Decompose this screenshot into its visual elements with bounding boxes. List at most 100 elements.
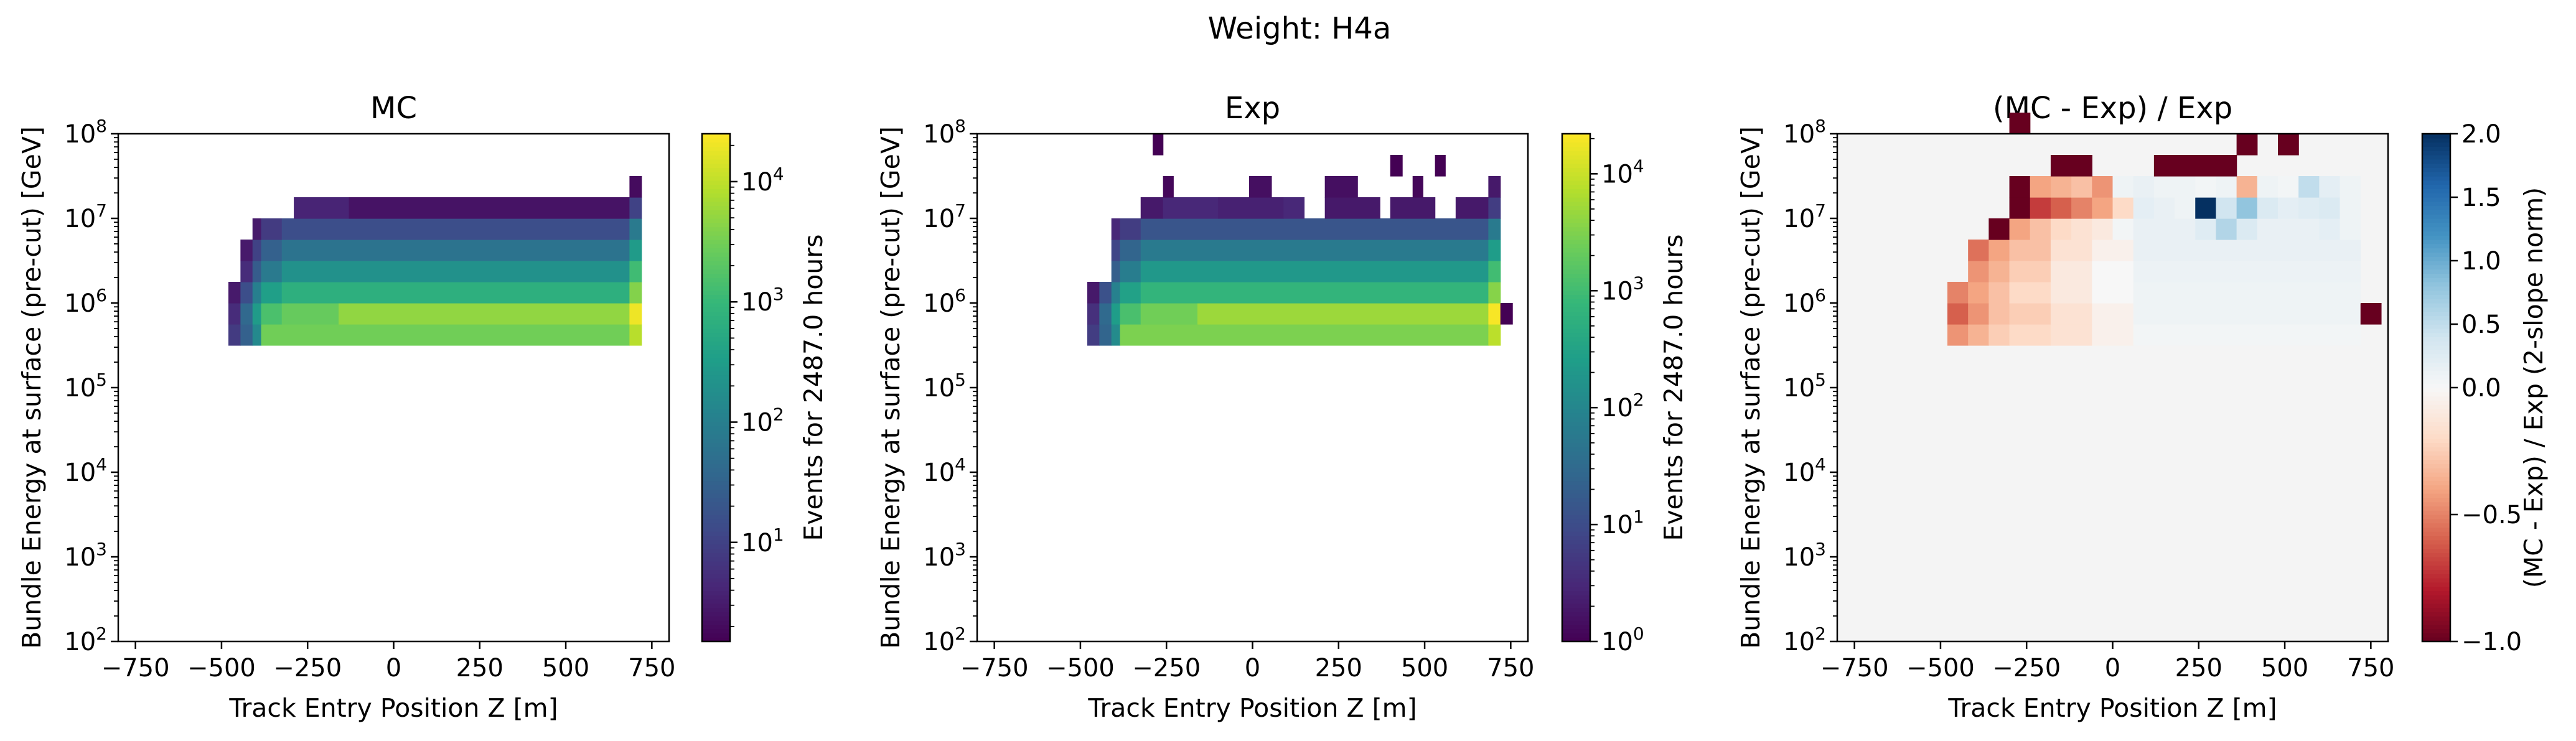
x-tick-label: −500 bbox=[1046, 654, 1115, 683]
colorbar-segment bbox=[702, 464, 730, 468]
colorbar-segment bbox=[702, 409, 730, 414]
heatmap-cell bbox=[2319, 197, 2341, 219]
x-tick-label: 750 bbox=[1487, 654, 1534, 683]
heatmap-cell bbox=[629, 261, 642, 282]
heatmap-cell bbox=[2009, 261, 2051, 282]
colorbar-segment bbox=[2422, 426, 2450, 431]
panel-2: (MC - Exp) / Exp −750 −500 −250 0 250 500 750 10… bbox=[1736, 91, 2549, 723]
y-tick-label-base: 10 bbox=[923, 289, 955, 318]
colorbar-segment bbox=[702, 324, 730, 329]
heatmap-cell bbox=[2112, 176, 2134, 198]
colorbar-segment bbox=[702, 459, 730, 464]
colorbar-segment bbox=[1562, 518, 1590, 524]
colorbar-segment bbox=[702, 210, 730, 215]
heatmap-cell bbox=[2278, 176, 2299, 198]
x-tick-label: −750 bbox=[960, 654, 1029, 683]
colorbar-segment bbox=[702, 582, 730, 587]
heatmap-cell bbox=[294, 197, 350, 219]
colorbar-segment bbox=[702, 586, 730, 591]
colorbar-segment bbox=[2422, 616, 2450, 621]
heatmap-cell bbox=[1140, 282, 1489, 304]
colorbar-segment bbox=[702, 557, 730, 562]
heatmap-cell bbox=[1283, 197, 1305, 219]
heatmap-cell bbox=[1947, 303, 1969, 325]
heatmap-cell bbox=[2009, 282, 2051, 304]
heatmap-cell bbox=[629, 218, 642, 240]
colorbar-segment bbox=[702, 176, 730, 181]
colorbar-segment bbox=[1562, 243, 1590, 249]
colorbar-segment bbox=[702, 480, 730, 485]
heatmap-cell bbox=[2298, 176, 2320, 198]
colorbar-segment bbox=[2422, 603, 2450, 608]
colorbar-segment bbox=[702, 146, 730, 151]
heatmap-cell bbox=[2133, 261, 2361, 282]
colorbar-segment bbox=[702, 510, 730, 515]
colorbar-segment bbox=[1562, 193, 1590, 198]
y-tick-label-exp: 6 bbox=[96, 285, 107, 305]
y-tick-label: 107 bbox=[1783, 200, 1826, 233]
heatmap-cell bbox=[2195, 176, 2217, 198]
colorbar-segment bbox=[2422, 142, 2450, 147]
colorbar-segment bbox=[2422, 548, 2450, 553]
heatmap-cell bbox=[261, 324, 630, 346]
colorbar-segment bbox=[2422, 332, 2450, 337]
panel-title: (MC - Exp) / Exp bbox=[1993, 91, 2232, 126]
heatmap-cells bbox=[228, 176, 642, 346]
colorbar-segment bbox=[702, 311, 730, 316]
colorbar-tick-label-base: 10 bbox=[741, 529, 773, 557]
colorbar-segment bbox=[702, 243, 730, 249]
heatmap-cell bbox=[629, 282, 642, 304]
heatmap-cell bbox=[228, 324, 241, 346]
colorbar-segment bbox=[2422, 379, 2450, 384]
colorbar-tick-label-base: 10 bbox=[1601, 628, 1633, 656]
heatmap-cell bbox=[1140, 303, 1198, 325]
colorbar-segment bbox=[1562, 459, 1590, 464]
y-axis-label: Bundle Energy at surface (pre-cut) [GeV] bbox=[1736, 126, 1766, 649]
colorbar-segment bbox=[702, 180, 730, 185]
heatmap-cell bbox=[2009, 197, 2031, 219]
heatmap-cell bbox=[261, 303, 283, 325]
y-tick-label: 105 bbox=[1783, 370, 1826, 403]
colorbar-segment bbox=[702, 421, 730, 426]
colorbar-segment bbox=[1562, 426, 1590, 431]
panel-title: Exp bbox=[1225, 91, 1280, 126]
colorbar-segment bbox=[702, 523, 730, 528]
y-tick-label: 107 bbox=[64, 200, 107, 233]
colorbar-segment bbox=[1562, 180, 1590, 185]
colorbar-segment bbox=[2422, 607, 2450, 612]
y-tick-label-base: 10 bbox=[923, 628, 955, 656]
y-axis-label: Bundle Energy at surface (pre-cut) [GeV] bbox=[876, 126, 906, 649]
colorbar-tick-label: 104 bbox=[1601, 156, 1644, 189]
heatmap-cell bbox=[2092, 218, 2114, 240]
colorbar-segment bbox=[2422, 404, 2450, 409]
colorbar-segment bbox=[1562, 142, 1590, 147]
heatmap-cell bbox=[2360, 303, 2382, 325]
y-tick-label-exp: 8 bbox=[1815, 116, 1826, 136]
colorbar-segment bbox=[1562, 515, 1590, 520]
colorbar-segment bbox=[2422, 527, 2450, 532]
heatmap-cell bbox=[1087, 324, 1100, 346]
heatmap-cell bbox=[228, 282, 241, 304]
colorbar-segment bbox=[702, 561, 730, 566]
colorbar-segment bbox=[702, 320, 730, 325]
colorbar-segment bbox=[1562, 218, 1590, 223]
colorbar-segment bbox=[1562, 273, 1590, 278]
colorbar-segment bbox=[1562, 189, 1590, 193]
colorbar-segment bbox=[702, 184, 730, 189]
heatmap-cell bbox=[339, 303, 630, 325]
heatmap-cell bbox=[629, 240, 642, 261]
colorbar-segment bbox=[702, 565, 730, 570]
heatmap-cell bbox=[228, 303, 241, 325]
colorbar-segment bbox=[2422, 582, 2450, 587]
colorbar-segment bbox=[702, 214, 730, 219]
heatmap-cell bbox=[1324, 197, 1380, 219]
colorbar-segment bbox=[2422, 391, 2450, 397]
colorbar-segment bbox=[1562, 159, 1590, 164]
y-tick-label-base: 10 bbox=[1783, 205, 1815, 233]
heatmap-cell bbox=[1968, 240, 1989, 261]
colorbar-segment bbox=[702, 552, 730, 557]
heatmap-cell bbox=[629, 324, 642, 346]
colorbar-tick-label: 1.5 bbox=[2461, 184, 2501, 212]
